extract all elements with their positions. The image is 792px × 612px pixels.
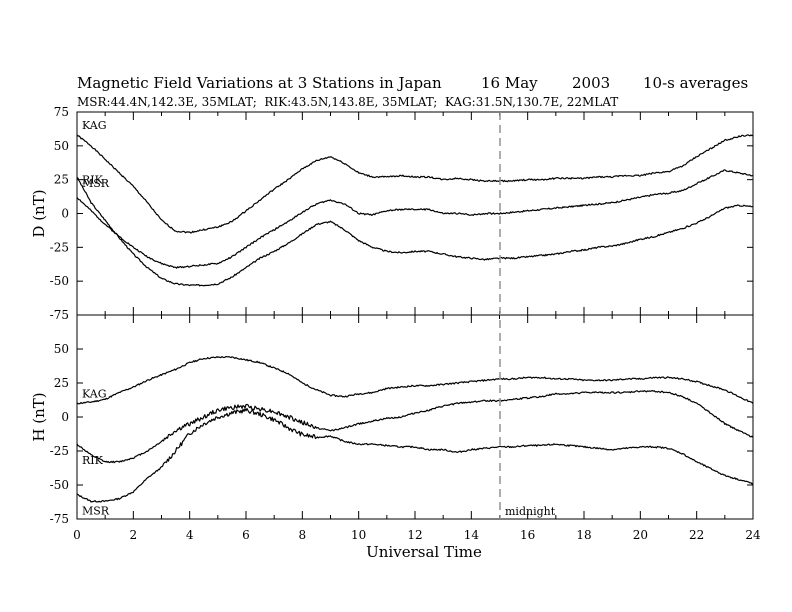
series-label-H-rik: RIK [82,454,104,467]
x-tick-label: 2 [130,528,138,542]
x-tick-label: 6 [242,528,250,542]
x-tick-label: 20 [633,528,648,542]
series-label-D-kag: KAG [82,119,107,132]
series-line-H-kag [76,356,754,405]
y-tick-label: -75 [50,308,69,322]
series-label-D-msr: MSR [82,177,110,190]
series-line-D-msr [76,176,753,287]
x-tick-label: 14 [464,528,480,542]
y-tick-label: 75 [54,105,69,119]
y-tick-label: -25 [50,444,69,458]
y-tick-label: 0 [61,410,69,424]
x-tick-label: 18 [576,528,591,542]
panel-frame-H [76,314,754,520]
y-tick-label: -25 [50,240,69,254]
x-tick-label: 24 [745,528,761,542]
chart-averages: 10-s averages [643,74,748,92]
x-tick-label: 4 [186,528,194,542]
series-line-H-msr [77,407,754,503]
y-tick-label: -50 [50,478,69,492]
y-tick-label: -50 [50,274,69,288]
y-axis-label-D: D (nT) [30,189,48,237]
x-tick-label: 16 [520,528,535,542]
series-line-D-kag [76,134,754,234]
midnight-label: midnight [505,505,556,518]
series-line-D-rik [76,169,754,269]
y-tick-label: -75 [50,512,69,526]
series-label-H-msr: MSR [82,505,110,518]
y-axis-label-H: H (nT) [30,392,48,441]
x-axis-label: Universal Time [366,543,482,561]
series-label-H-kag: KAG [82,387,107,400]
chart-date-year: 2003 [572,74,610,92]
chart-date-day: 16 May [481,74,538,92]
station-coordinates: MSR:44.4N,142.3E, 35MLAT; RIK:43.5N,143.… [77,95,618,109]
y-tick-label: 25 [54,173,69,187]
y-tick-label: 25 [54,376,69,390]
x-tick-label: 22 [689,528,704,542]
x-tick-label: 12 [407,528,422,542]
x-tick-label: 8 [299,528,307,542]
y-tick-label: 0 [61,207,69,221]
chart-title: Magnetic Field Variations at 3 Stations … [77,74,442,92]
x-tick-label: 0 [73,528,81,542]
y-tick-label: 50 [54,342,69,356]
series-line-H-rik [76,389,754,464]
y-tick-label: 50 [54,139,69,153]
series-label-D-rik: RIK [82,173,104,186]
x-tick-label: 10 [351,528,366,542]
